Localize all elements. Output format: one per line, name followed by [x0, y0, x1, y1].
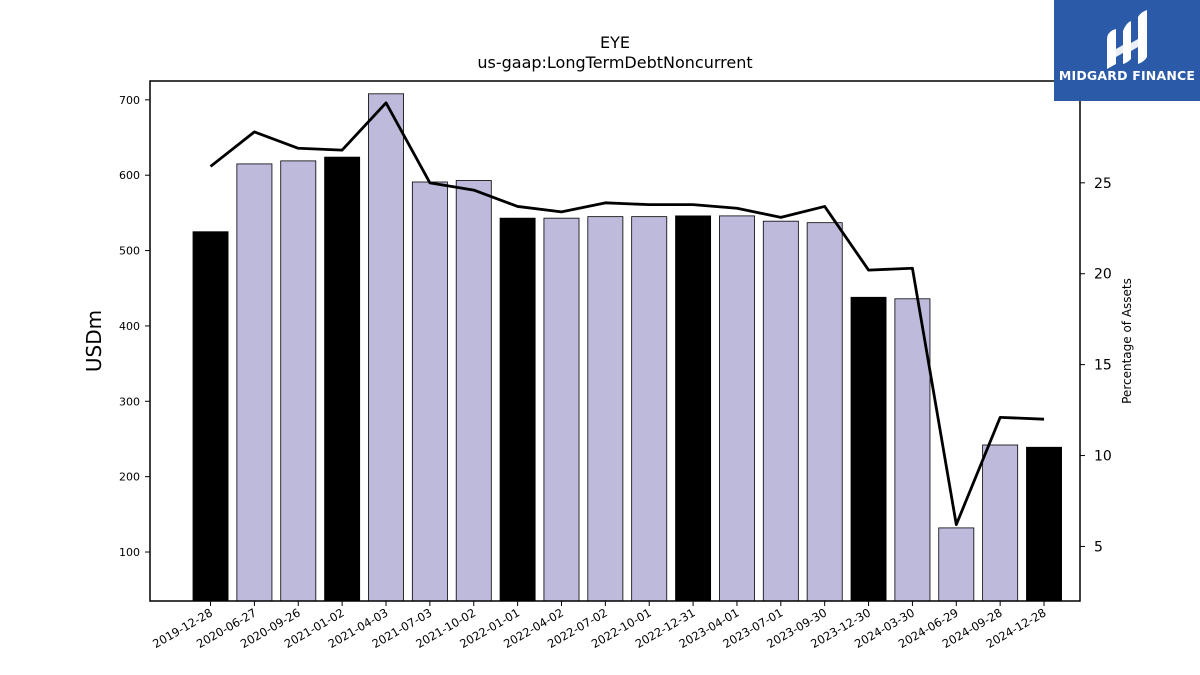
logo-text: MIDGARD FINANCE: [1058, 68, 1196, 83]
bar-2021-04-03: [368, 93, 404, 602]
plot-frame: [149, 80, 1081, 602]
bar-2023-12-30: [850, 296, 887, 602]
bars-group: [192, 93, 1062, 602]
bar-2024-06-29: [938, 527, 975, 602]
y-tick-label: 400: [119, 320, 140, 333]
bar-2020-06-27: [236, 163, 273, 602]
logo-mark-icon: [1107, 10, 1147, 69]
bar-2024-09-28: [982, 444, 1019, 602]
bar-2024-03-30: [894, 298, 931, 602]
y2-tick-label: 20: [1094, 267, 1112, 283]
bar-2022-07-02: [587, 216, 624, 602]
bar-2021-07-03: [411, 181, 448, 602]
line-group: [209, 101, 1045, 527]
brand-logo: MIDGARD FINANCE: [1054, 0, 1200, 101]
percentage-line: [209, 101, 1045, 527]
y-axis-label: USDm: [82, 310, 106, 372]
bar-2022-04-02: [543, 217, 580, 602]
y-tick-label: 700: [119, 94, 140, 107]
bar-2020-09-26: [280, 160, 317, 602]
bar-2024-12-28: [1026, 446, 1062, 602]
y-tick-label: 600: [119, 169, 140, 182]
y2-tick-label: 15: [1094, 358, 1112, 374]
chart-title: EYE: [600, 33, 630, 52]
y-tick-label: 300: [119, 395, 140, 408]
y2-axis-label: Percentage of Assets: [1120, 278, 1134, 404]
y-tick-label: 200: [119, 471, 140, 484]
bar-2019-12-28: [192, 231, 229, 602]
y-tick-label: 500: [119, 245, 140, 258]
bar-2023-07-01: [762, 220, 799, 602]
y2-tick-label: 10: [1094, 449, 1112, 465]
bar-2022-01-01: [499, 217, 536, 602]
y2-tick-label: 25: [1094, 176, 1112, 192]
bar-2023-04-01: [719, 215, 755, 602]
bar-2022-12-31: [675, 215, 712, 602]
bar-2023-09-30: [806, 222, 843, 602]
bar-2021-01-02: [324, 156, 361, 602]
chart-subtitle: us-gaap:LongTermDebtNoncurrent: [477, 53, 752, 72]
y2-tick-label: 5: [1094, 539, 1103, 555]
bar-2022-10-01: [631, 216, 668, 602]
bar-2021-10-02: [455, 180, 492, 602]
y-tick-label: 100: [119, 546, 140, 559]
